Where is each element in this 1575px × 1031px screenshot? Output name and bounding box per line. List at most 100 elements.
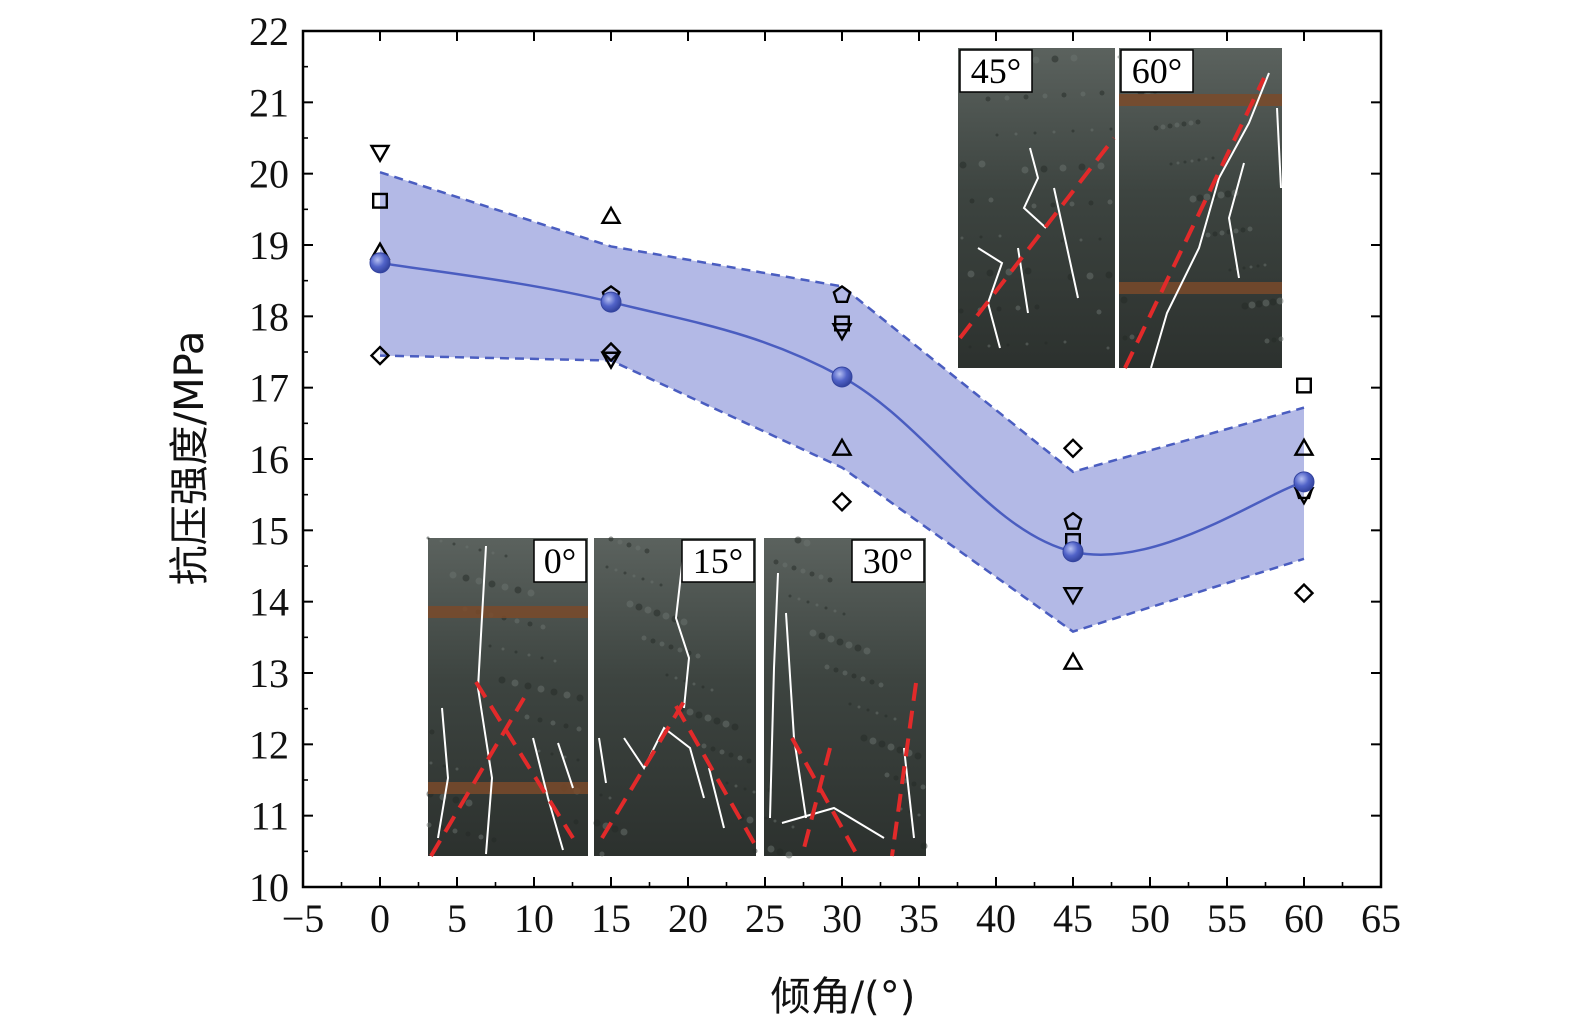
specimen-texture [967, 270, 975, 278]
specimen-texture [668, 644, 674, 650]
specimen-texture [488, 644, 492, 648]
specimen-texture [1233, 228, 1239, 234]
specimen-texture [452, 828, 458, 834]
specimen-texture [439, 539, 443, 543]
specimen-texture [550, 752, 554, 756]
y-tick-label: 20 [249, 152, 289, 197]
fracture-plane-line [890, 682, 918, 857]
specimen-texture [893, 717, 897, 721]
specimen-texture [620, 828, 628, 836]
specimen-texture [969, 198, 975, 204]
photo-label-box [533, 539, 587, 583]
specimen-texture [695, 711, 703, 719]
specimen-texture [1024, 267, 1032, 275]
photo-label-box [959, 49, 1033, 93]
y-tick-label: 10 [249, 865, 289, 910]
specimen-texture [1088, 200, 1094, 206]
specimen-tape [1119, 94, 1282, 106]
crack-line [781, 806, 885, 839]
specimen-texture [1240, 227, 1246, 233]
specimen-texture [605, 565, 609, 569]
specimen-texture [833, 667, 839, 673]
mean-point [1293, 471, 1315, 493]
specimen-texture [743, 787, 747, 791]
specimen-texture [1070, 54, 1078, 62]
specimen-texture [695, 653, 701, 659]
fracture-plane-line [474, 680, 575, 840]
specimen-texture [803, 539, 811, 547]
crack-line [1150, 72, 1270, 369]
y-tick-label: 22 [249, 9, 289, 54]
specimen-texture [452, 796, 460, 804]
specimen-texture [465, 545, 469, 549]
crack-line [557, 742, 574, 789]
specimen-photo: 45° [958, 48, 1116, 368]
specimen-texture [1097, 162, 1105, 170]
specimen-texture [1061, 92, 1067, 98]
triangle-down-marker [600, 351, 622, 371]
specimen-texture [860, 676, 866, 682]
specimen-texture [465, 831, 471, 837]
specimen-texture [1120, 296, 1128, 304]
specimen-texture [996, 306, 1002, 312]
specimen-texture [429, 729, 435, 735]
specimen-texture [1004, 95, 1010, 101]
fracture-plane-line [1123, 77, 1266, 369]
specimen-texture [887, 743, 895, 751]
specimen-texture [498, 676, 506, 684]
specimen-texture [746, 816, 754, 824]
y-tick-label: 18 [249, 294, 289, 339]
specimen-texture [674, 676, 678, 680]
specimen-texture [842, 670, 848, 676]
specimen-texture [573, 819, 579, 825]
specimen-texture [1105, 271, 1113, 279]
specimen-texture [866, 708, 870, 712]
specimen-body [958, 48, 1115, 368]
crack-line [769, 572, 779, 819]
specimen-texture [501, 583, 509, 591]
specimen-texture [815, 603, 819, 607]
specimen-texture [752, 790, 756, 794]
specimen-texture [1217, 191, 1225, 199]
diamond-marker [1062, 438, 1084, 459]
specimen-texture [893, 775, 899, 781]
triangle-down-marker [1062, 586, 1084, 606]
specimen-texture [1248, 301, 1256, 309]
x-tick-label: 50 [1130, 896, 1170, 941]
specimen-texture [968, 345, 972, 349]
fracture-plane-line [958, 136, 1116, 340]
specimen-texture [442, 764, 446, 768]
pentagon-marker [832, 284, 852, 304]
specimen-tape [428, 606, 588, 618]
specimen-texture [475, 577, 483, 585]
specimen-texture [462, 574, 470, 582]
specimen-texture [527, 589, 535, 597]
specimen-texture [1032, 56, 1040, 64]
specimen-texture [1183, 160, 1187, 164]
specimen-texture [988, 197, 994, 203]
square-marker [372, 192, 389, 209]
y-tick-label: 14 [249, 580, 289, 625]
x-tick-label: 55 [1207, 896, 1247, 941]
triangle-up-marker [1062, 651, 1084, 670]
specimen-texture [979, 235, 983, 239]
specimen-texture [611, 825, 619, 833]
specimen-texture [800, 568, 806, 574]
photo-label-box [1120, 49, 1194, 93]
specimen-texture [553, 659, 557, 663]
specimen-texture [641, 635, 647, 641]
specimen-texture [1023, 94, 1029, 100]
specimen-tape [1119, 282, 1282, 294]
specimen-texture [563, 755, 567, 759]
specimen-texture [626, 600, 634, 608]
specimen-texture [752, 848, 758, 854]
specimen-texture [1176, 161, 1180, 165]
specimen-texture [845, 641, 853, 649]
specimen-texture [524, 682, 532, 690]
specimen-texture [1256, 264, 1260, 268]
axis-ticks [302, 30, 1382, 888]
x-tick-label: 25 [745, 896, 785, 941]
crack-line [598, 737, 607, 784]
specimen-texture [878, 682, 884, 688]
specimen-texture [1098, 237, 1102, 241]
